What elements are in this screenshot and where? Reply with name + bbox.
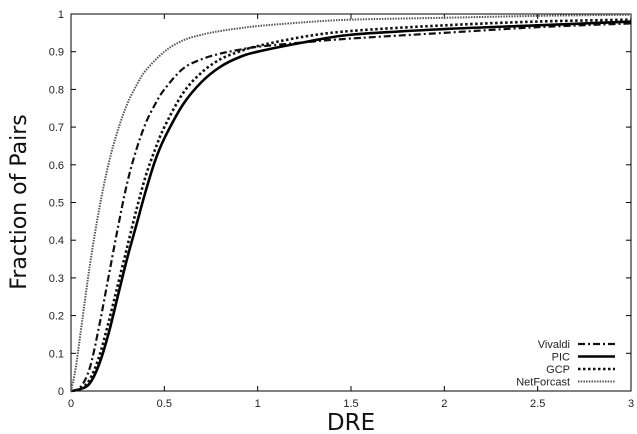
- x-tick-label: 3: [628, 398, 634, 410]
- y-tick-label: 0.2: [49, 311, 64, 323]
- y-axis-title: Fraction of Pairs: [7, 114, 32, 289]
- x-tick-label: 2.5: [530, 398, 545, 410]
- y-tick-label: 0.5: [49, 198, 64, 210]
- plot-frame: [70, 13, 632, 392]
- x-tick-label: 0: [68, 398, 74, 410]
- x-axis-title: DRE: [327, 410, 375, 434]
- series-lines: [70, 13, 632, 393]
- legend-label-gcp: GCP: [546, 364, 570, 376]
- x-tick-label: 1.5: [343, 398, 358, 410]
- y-tick-label: 0.1: [49, 348, 64, 360]
- y-tick-label: 0: [58, 386, 64, 398]
- legend-label-vivaldi: Vivaldi: [538, 339, 570, 351]
- x-tick-label: 2: [441, 398, 447, 410]
- axis-ticks: 0 0.5 1 1.5 2 2.5 3 0 0.1 0.2 0.3 0.4 0.5 0.6 0.7 0.8 0.…: [49, 9, 634, 410]
- series-line-gcp: [70, 18, 632, 393]
- y-tick-label: 0.9: [49, 47, 64, 59]
- y-tick-label: 0.7: [49, 122, 64, 134]
- legend-label-netforcast: NetForcast: [516, 377, 570, 389]
- x-tick-label: 1: [255, 398, 261, 410]
- x-tick-label: 0.5: [157, 398, 172, 410]
- series-line-pic: [70, 20, 632, 393]
- y-tick-label: 0.6: [49, 160, 64, 172]
- y-tick-label: 0.8: [49, 84, 64, 96]
- y-tick-label: 0.3: [49, 273, 64, 285]
- legend-label-pic: PIC: [552, 352, 570, 364]
- series-line-vivaldi: [70, 22, 632, 393]
- series-line-netforcast: [70, 13, 632, 392]
- y-tick-label: 1: [58, 9, 64, 21]
- y-tick-label: 0.4: [49, 235, 64, 247]
